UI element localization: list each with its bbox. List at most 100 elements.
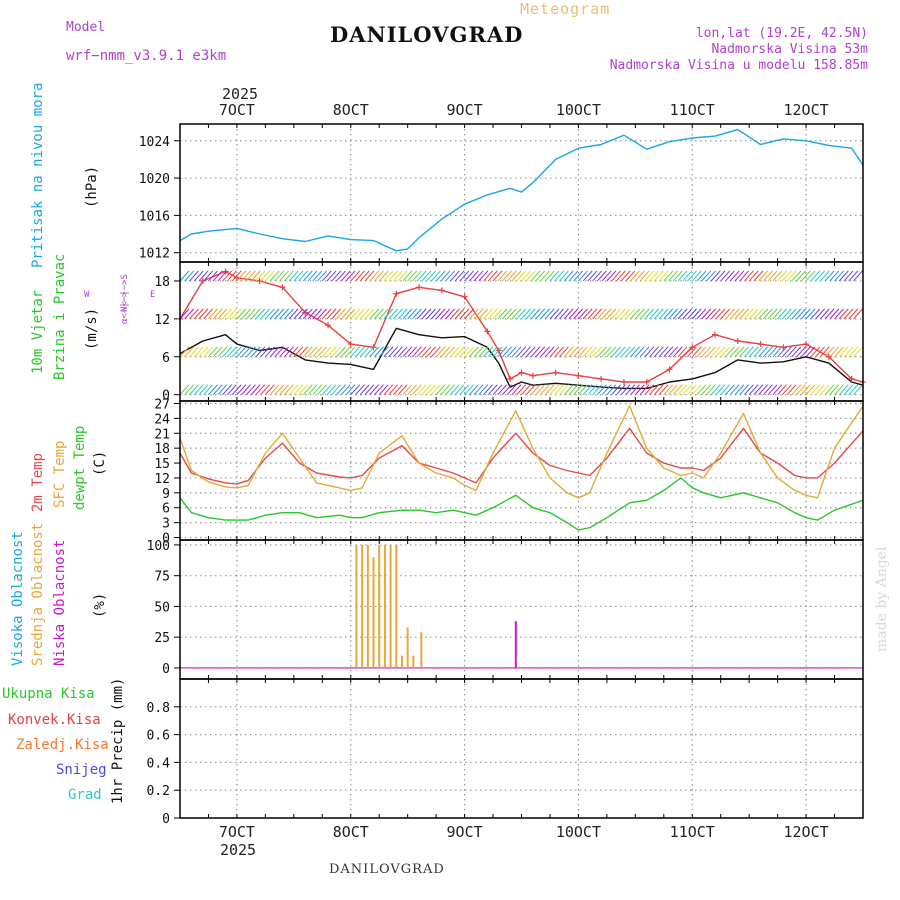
date-label-top: 10OCT (556, 101, 601, 119)
wind-barb (687, 384, 697, 396)
wind-barb (639, 384, 650, 396)
wind-barb (791, 346, 802, 358)
wind-barb (824, 270, 835, 282)
wind-barb (843, 346, 854, 358)
wind-barb (321, 270, 332, 282)
wind-barb (615, 308, 626, 320)
wind-barb (549, 308, 560, 320)
wind-barb (293, 270, 304, 282)
wind-barb (511, 308, 522, 320)
wind-barb (464, 270, 474, 282)
wind-barb (800, 346, 811, 358)
year-top-label: 2025 (222, 85, 258, 103)
wind-barb (279, 384, 289, 396)
wind-barb (525, 270, 536, 282)
wind-barb (208, 384, 218, 396)
wind-barb (431, 270, 441, 282)
wind-barb (706, 384, 716, 396)
wind-barb (383, 346, 394, 358)
wind-barb (691, 308, 702, 320)
wind-barb (819, 346, 830, 358)
wind-barb (767, 308, 778, 320)
wind-barb (193, 384, 204, 396)
wind-barb (431, 346, 441, 358)
wind-barb (573, 270, 584, 282)
wind-barb (464, 384, 474, 396)
wind-barb (682, 308, 693, 320)
wind-barb (649, 346, 659, 358)
wind-barb (359, 384, 370, 396)
wind-barb (592, 308, 603, 320)
wind-barb (454, 346, 465, 358)
wind-barb (312, 346, 323, 358)
wind-barb (265, 270, 275, 282)
wind-barb (355, 384, 365, 396)
wind-barb (421, 308, 432, 320)
wind-barb (350, 384, 361, 396)
y-tick-label: 0.6 (147, 729, 170, 744)
wind-barb (407, 270, 418, 282)
wind-barb (288, 346, 299, 358)
gust-marker (689, 344, 696, 351)
wind-barb (412, 384, 422, 396)
wind-barb (449, 308, 460, 320)
y-tick-label: 24 (154, 412, 170, 427)
wind-barb (682, 384, 693, 396)
wind-barb (516, 346, 527, 358)
wind-barb (355, 270, 365, 282)
wind-barb (663, 308, 674, 320)
wind-barb (293, 308, 304, 320)
wind-barb (777, 270, 787, 282)
wind-barb (696, 270, 707, 282)
wind-barb (606, 384, 617, 396)
wind-barb (416, 384, 427, 396)
wind-barb (829, 346, 840, 358)
wind-barb (449, 270, 460, 282)
wind-barb (378, 346, 389, 358)
wind-barb (649, 308, 659, 320)
wind-barb (663, 384, 674, 396)
wind-barb (630, 384, 640, 396)
wind-barb (658, 346, 669, 358)
wind-barb (786, 346, 797, 358)
wind-barb (274, 346, 285, 358)
wind-barb (193, 308, 204, 320)
wind-barb (706, 270, 716, 282)
wind-barb (412, 346, 422, 358)
gust-marker (302, 309, 309, 316)
wind-barb (597, 384, 607, 396)
wind-barb (435, 346, 446, 358)
wind-barb (829, 270, 840, 282)
wind-barb (383, 308, 394, 320)
wind-barb (744, 270, 754, 282)
wind-barb (279, 308, 289, 320)
wind-barb (269, 270, 280, 282)
wind-barb (293, 384, 304, 396)
panel-1: 1012 1016 1020 1024 (139, 123, 864, 263)
wind-barb (250, 384, 261, 396)
wind-barb (464, 346, 474, 358)
wind-barb (241, 384, 252, 396)
wind-barb (568, 384, 579, 396)
y-tick-label: 27 (154, 397, 170, 412)
wind-barb (786, 308, 797, 320)
wind-barb (265, 384, 275, 396)
date-label-bottom: 9OCT (447, 823, 483, 841)
wind-barb (838, 308, 849, 320)
wind-barb (668, 346, 678, 358)
y-tick-label: 15 (154, 457, 170, 472)
wind-barb (853, 346, 863, 358)
date-label-top: 7OCT (219, 101, 255, 119)
wind-barb (336, 270, 346, 282)
wind-barb (227, 346, 237, 358)
wind-barb (336, 346, 346, 358)
y-tick-label: 1024 (139, 135, 170, 150)
wind-barb (663, 270, 674, 282)
y-tick-label: 6 (162, 502, 170, 517)
wind-barb (615, 384, 626, 396)
wind-barb (193, 270, 204, 282)
wind-barb (421, 346, 432, 358)
wind-barb (796, 384, 806, 396)
wind-barb (772, 308, 783, 320)
wind-barb (412, 308, 422, 320)
